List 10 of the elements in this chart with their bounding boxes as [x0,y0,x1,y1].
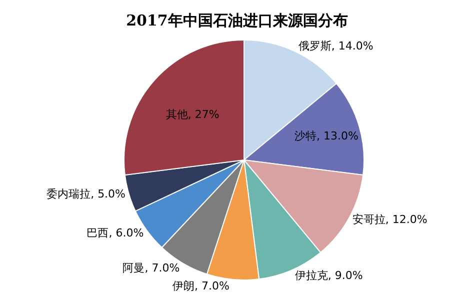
slice-label: 安哥拉, 12.0% [352,212,428,226]
slice-label: 其他, 27% [166,108,220,122]
slice-label: 巴西, 6.0% [86,226,144,240]
slice-label: 沙特, 13.0% [294,130,358,143]
slice-label: 伊朗, 7.0% [172,279,230,292]
slice-label: 俄罗斯, 14.0% [298,40,374,53]
slice-label: 阿曼, 7.0% [122,262,180,275]
slice-label: 委内瑞拉, 5.0% [46,187,126,200]
slice-label: 伊拉克, 9.0% [294,269,363,282]
chart-title: 2017年中国石油进口来源国分布 [126,11,348,30]
